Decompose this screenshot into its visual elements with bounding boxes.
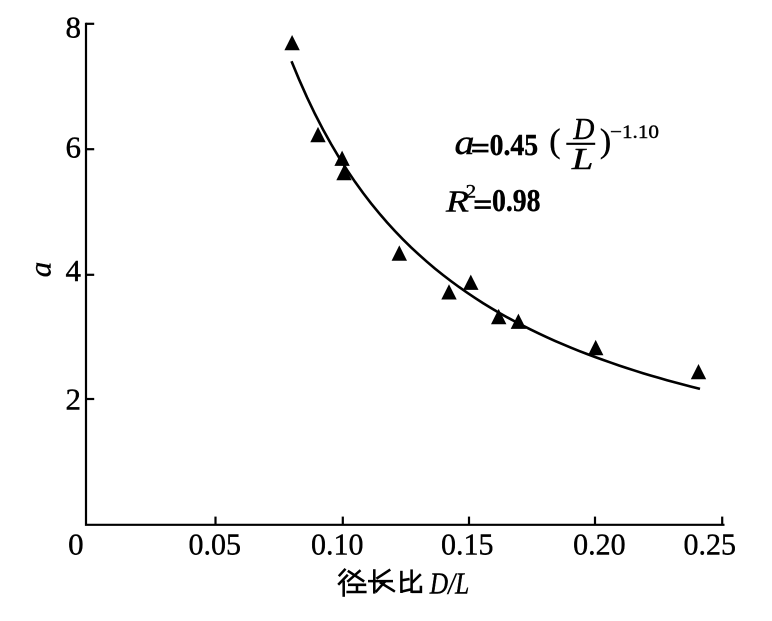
svg-text:0: 0: [68, 527, 84, 562]
svg-text:0.98: 0.98: [492, 182, 541, 218]
svg-text:a: a: [23, 262, 58, 278]
svg-text:4: 4: [66, 253, 82, 288]
svg-text:−1.10: −1.10: [610, 122, 659, 143]
svg-text:0.25: 0.25: [684, 527, 737, 562]
svg-text:): ): [600, 123, 611, 160]
svg-text:6: 6: [66, 130, 82, 165]
svg-text:0.20: 0.20: [573, 527, 626, 562]
svg-text:R: R: [445, 184, 469, 219]
svg-text:D/L: D/L: [429, 565, 469, 600]
svg-text:8: 8: [66, 10, 82, 45]
svg-text:D: D: [572, 112, 594, 146]
svg-text:0.05: 0.05: [188, 527, 241, 562]
svg-text:L: L: [571, 142, 594, 176]
svg-text:0.15: 0.15: [441, 527, 494, 562]
svg-text:2: 2: [66, 382, 82, 417]
svg-text:0.45: 0.45: [490, 127, 538, 162]
svg-text:=: =: [473, 187, 493, 222]
svg-text:a: a: [455, 123, 475, 162]
svg-text:2: 2: [466, 182, 477, 203]
svg-text:(: (: [549, 123, 560, 160]
svg-text:0.10: 0.10: [311, 527, 364, 562]
svg-text:=: =: [471, 130, 491, 165]
